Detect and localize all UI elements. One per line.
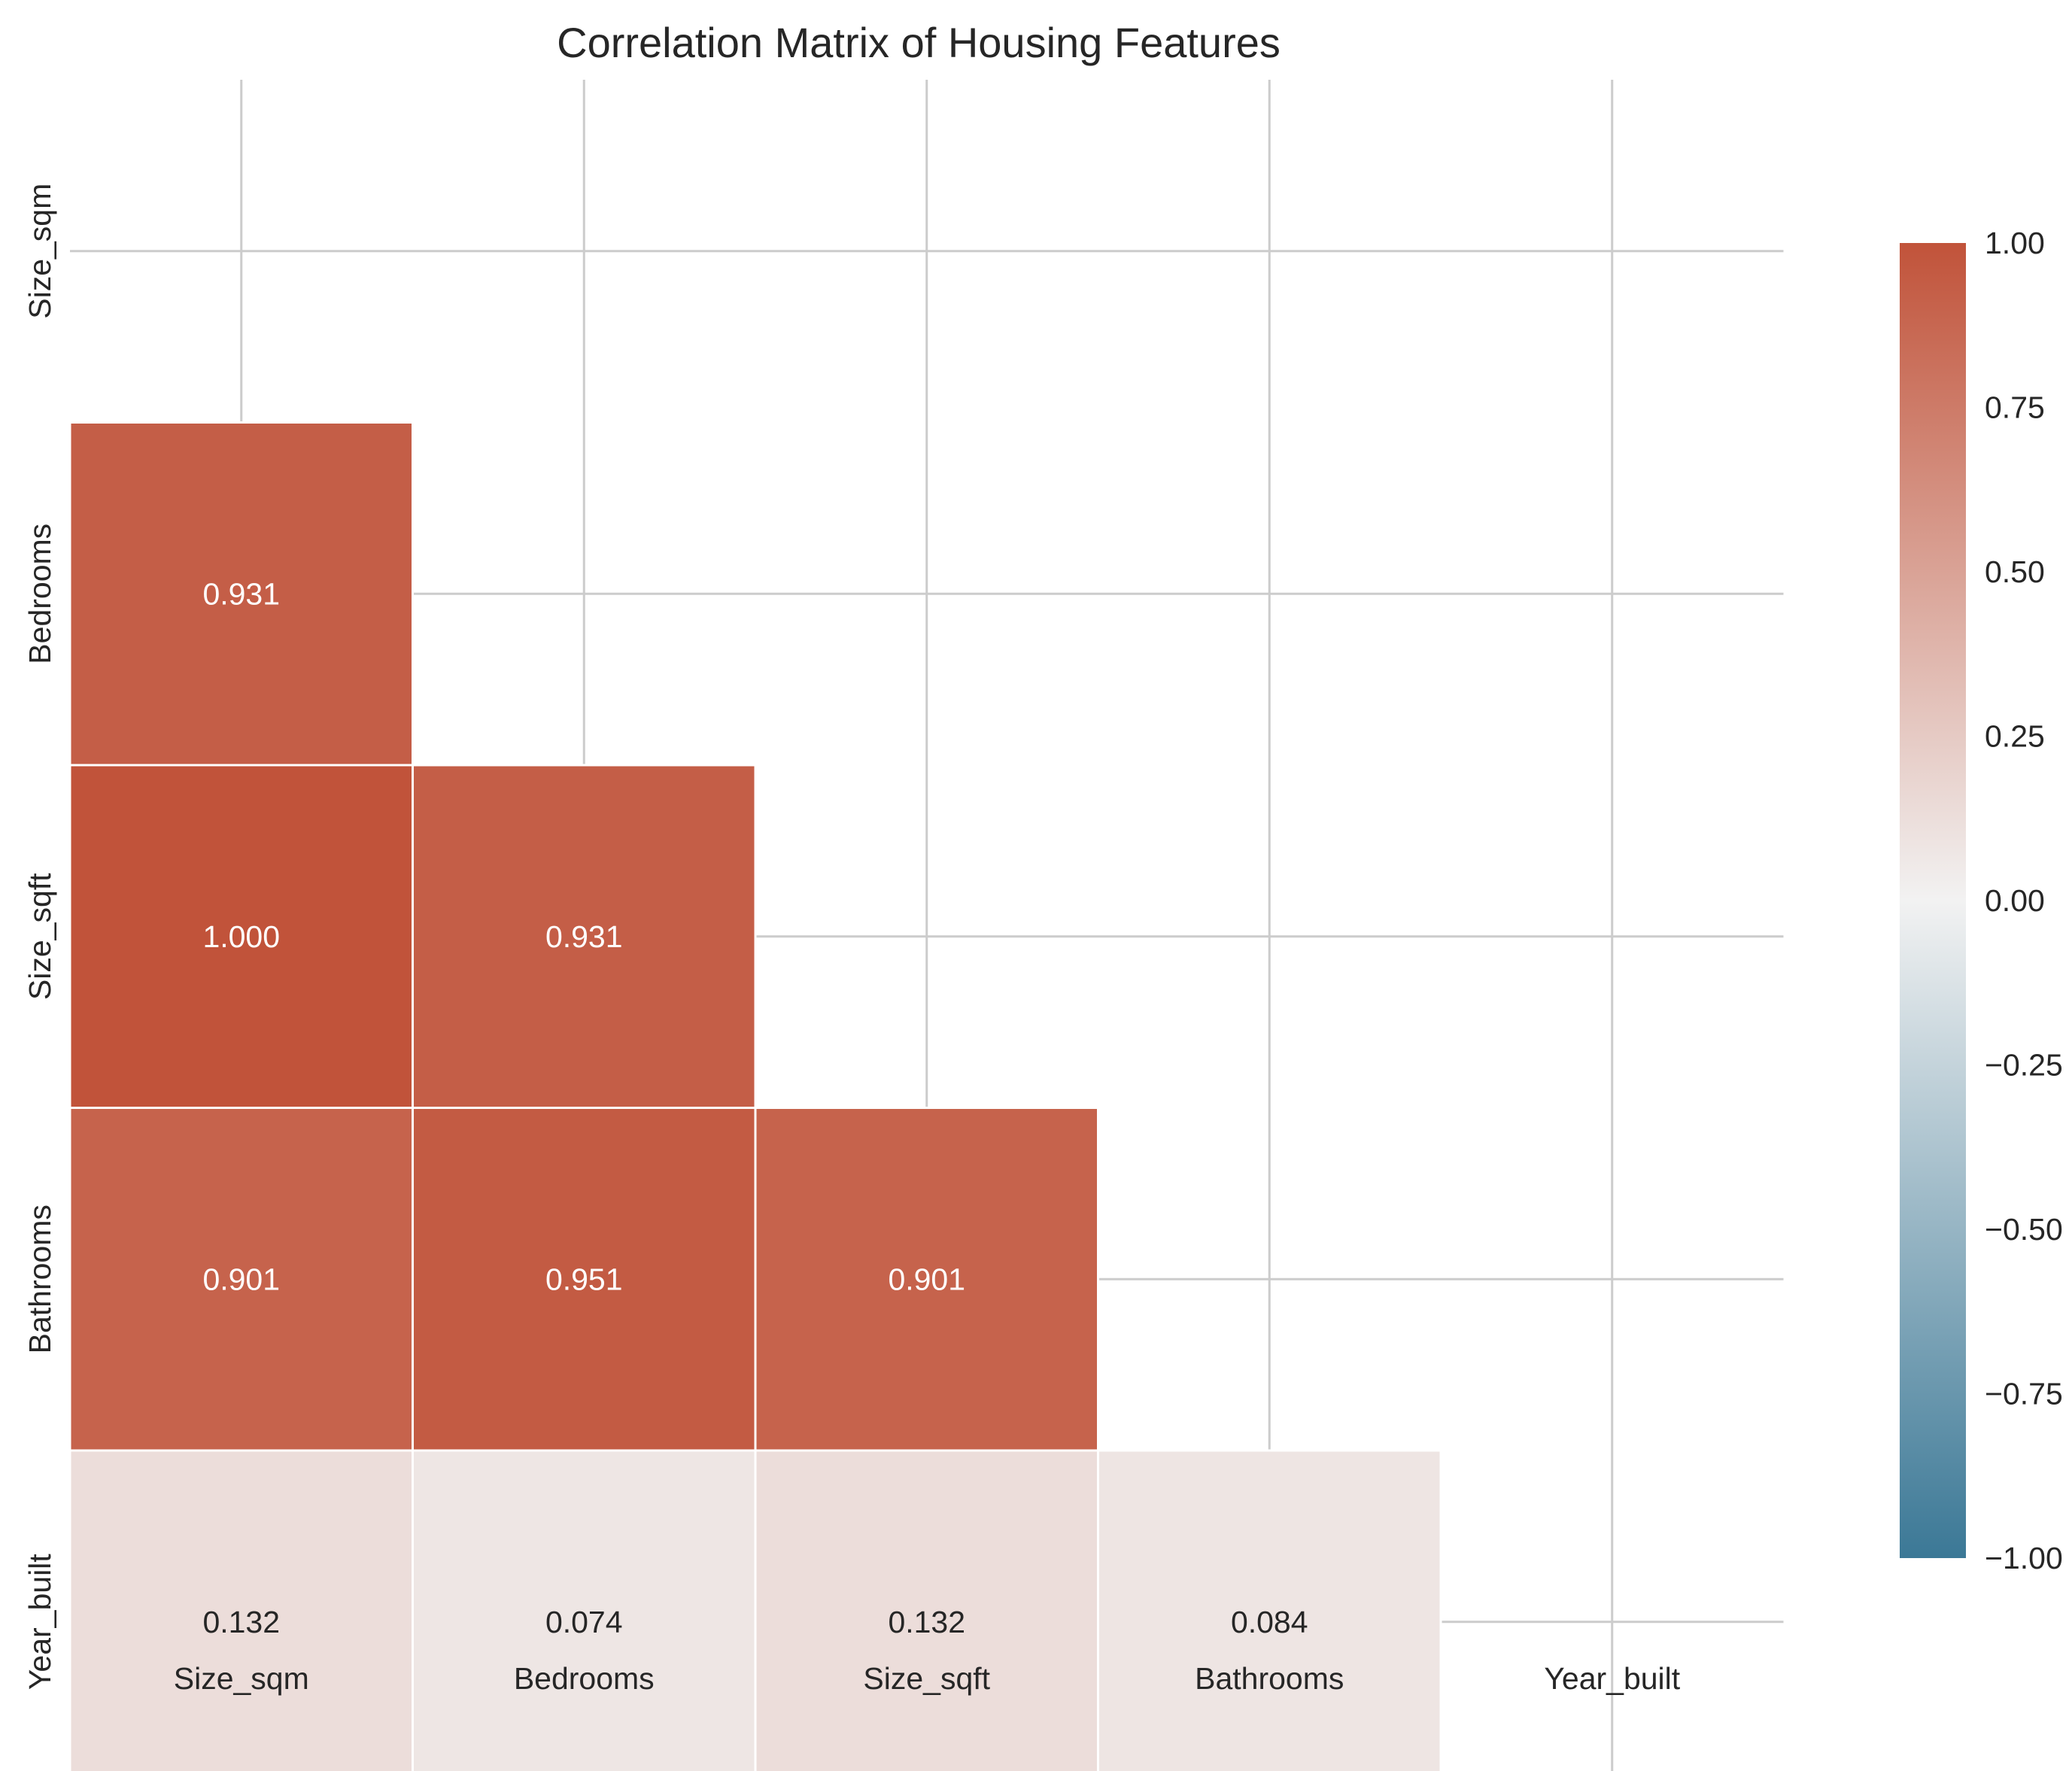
heatmap-cell: [68, 421, 414, 767]
heatmap-cell: [68, 764, 414, 1109]
colorbar-tick-label: −0.75: [1985, 1377, 2063, 1411]
colorbar-gradient: [1900, 243, 1966, 1558]
cell-value-label: 0.132: [202, 1605, 280, 1639]
y-tick-label: Size_sqft: [23, 873, 57, 1000]
colorbar-tick-label: −0.25: [1985, 1048, 2063, 1083]
cell-value-label: 0.951: [545, 1262, 623, 1296]
heatmap-cell: [754, 1107, 1099, 1452]
x-tick-label: Year_built: [1544, 1661, 1680, 1696]
colorbar-tick-label: −1.00: [1985, 1541, 2063, 1575]
heatmap-cells: [68, 421, 1442, 1771]
cell-value-label: 0.931: [545, 919, 623, 954]
x-axis-tick-labels: Size_sqm Bedrooms Size_sqft Bathrooms Year_b…: [174, 1661, 1681, 1696]
cell-value-label: 0.931: [202, 576, 280, 611]
cell-value-label: 0.084: [1231, 1605, 1308, 1639]
y-tick-label: Bedrooms: [23, 524, 57, 664]
cell-value-label: 0.901: [202, 1262, 280, 1296]
cell-value-label: 0.074: [545, 1605, 623, 1639]
colorbar: 1.00 0.75 0.50 0.25 0.00 −0.25 −0.50 −0.75 −1.00: [1900, 226, 2063, 1575]
chart-title: Correlation Matrix of Housing Features: [557, 19, 1281, 66]
colorbar-tick-label: 0.50: [1985, 554, 2045, 589]
heatmap-cell: [68, 1449, 414, 1771]
x-tick-label: Bedrooms: [514, 1661, 655, 1696]
colorbar-tick-label: 0.25: [1985, 719, 2045, 754]
x-tick-label: Size_sqm: [174, 1661, 309, 1696]
colorbar-tick-label: −0.50: [1985, 1212, 2063, 1247]
y-tick-label: Year_built: [23, 1554, 57, 1690]
x-tick-label: Size_sqft: [863, 1661, 990, 1696]
y-tick-label: Size_sqm: [23, 184, 57, 319]
cell-value-label: 0.901: [888, 1262, 965, 1296]
colorbar-tick-label: 1.00: [1985, 226, 2045, 260]
heatmap-cell: [754, 1449, 1099, 1771]
heatmap-cell: [68, 1107, 414, 1452]
cell-value-label: 1.000: [202, 919, 280, 954]
heatmap-cell: [412, 1107, 757, 1452]
x-tick-label: Bathrooms: [1195, 1661, 1344, 1696]
heatmap-cell: [1097, 1449, 1442, 1771]
cell-value-labels: 0.931 1.000 0.931 0.901 0.951 0.901 0.132 0.074…: [202, 576, 1308, 1639]
y-axis-tick-labels: Size_sqm Bedrooms Size_sqft Bathrooms Year_b…: [23, 184, 57, 1690]
heatmap-cell: [412, 1449, 757, 1771]
colorbar-tick-label: 0.00: [1985, 883, 2045, 918]
y-tick-label: Bathrooms: [23, 1204, 57, 1353]
colorbar-tick-label: 0.75: [1985, 390, 2045, 425]
cell-value-label: 0.132: [888, 1605, 965, 1639]
